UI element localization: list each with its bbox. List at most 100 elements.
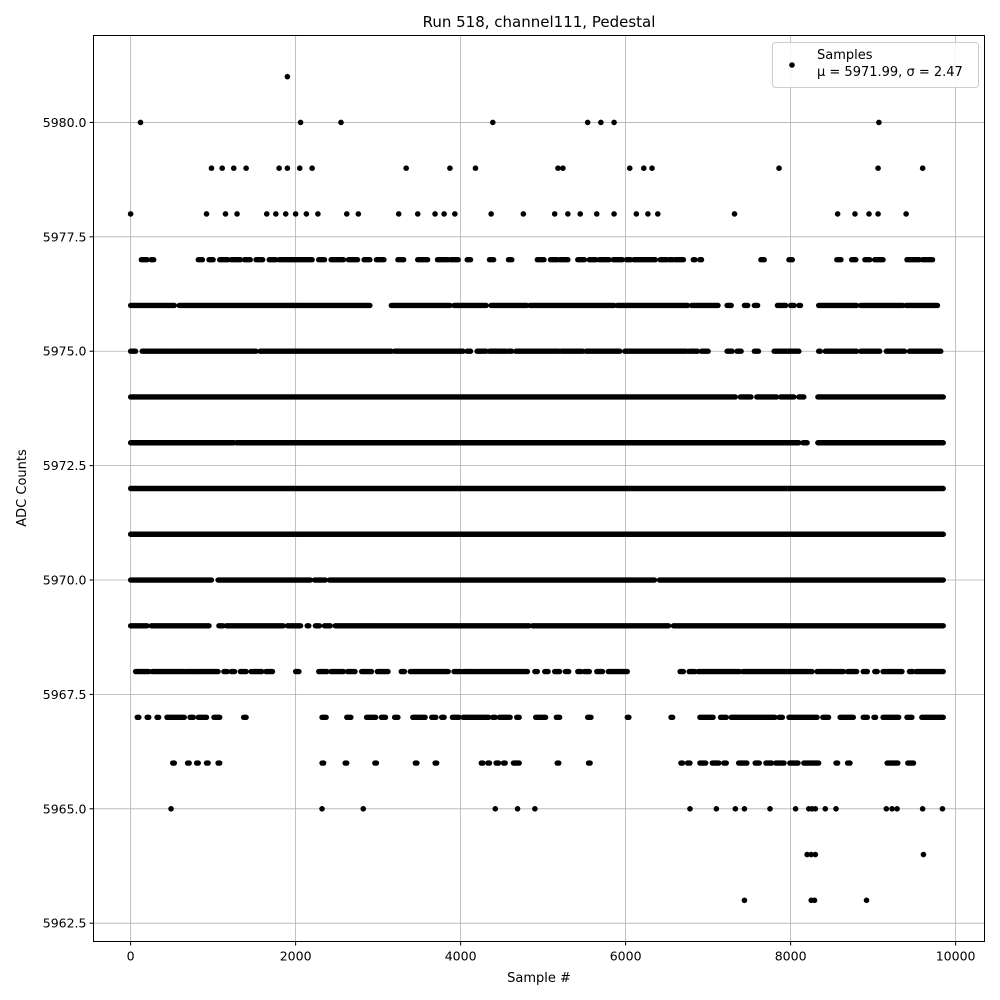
x-tick-label: 2000 xyxy=(280,949,312,964)
data-point xyxy=(808,851,815,858)
y-tick-label: 5962.5 xyxy=(43,916,87,931)
data-point xyxy=(343,211,350,217)
data-point xyxy=(243,165,249,171)
data-point xyxy=(713,806,720,812)
data-point xyxy=(822,806,829,812)
data-point xyxy=(741,806,748,812)
y-tick-label: 5975.0 xyxy=(43,344,87,359)
data-point xyxy=(355,211,362,217)
x-tick-label: 0 xyxy=(127,949,135,964)
y-tick-label: 5970.0 xyxy=(43,573,87,588)
data-point xyxy=(273,211,279,217)
data-point xyxy=(560,165,566,171)
x-axis-label: Sample # xyxy=(507,971,571,986)
data-point xyxy=(833,806,839,812)
data-point xyxy=(903,211,909,217)
data-point xyxy=(812,851,819,858)
data-point xyxy=(919,806,926,812)
data-point xyxy=(315,211,321,217)
data-point xyxy=(593,211,600,217)
plot-frame xyxy=(93,35,985,942)
data-point xyxy=(219,165,225,171)
data-point xyxy=(598,119,604,126)
y-tick-label: 5980.0 xyxy=(43,115,87,130)
data-point xyxy=(395,211,402,217)
data-point xyxy=(338,119,344,126)
data-point xyxy=(137,119,144,126)
legend-stats: μ = 5971.99, σ = 2.47 xyxy=(817,65,963,80)
data-point xyxy=(309,165,315,171)
data-point xyxy=(611,211,617,217)
data-point xyxy=(441,211,447,217)
data-point xyxy=(263,211,270,217)
legend-marker xyxy=(789,62,795,68)
data-point xyxy=(520,211,527,217)
data-point xyxy=(452,211,458,217)
data-point xyxy=(804,851,810,858)
data-point xyxy=(492,806,499,812)
data-point xyxy=(649,165,655,171)
data-points xyxy=(127,73,946,904)
data-point xyxy=(741,897,748,904)
y-axis: 5962.5 5965.0 5967.5 5970.0 5972.5 5975.0 5977… xyxy=(43,115,94,931)
data-point xyxy=(230,165,237,171)
data-point xyxy=(234,211,240,217)
data-point xyxy=(852,211,858,217)
data-point xyxy=(655,211,661,217)
data-point xyxy=(883,806,890,812)
data-point xyxy=(532,806,538,812)
x-tick-label: 10000 xyxy=(936,949,976,964)
data-point xyxy=(732,806,739,812)
data-point xyxy=(626,165,633,171)
data-point xyxy=(551,211,558,217)
data-point xyxy=(812,806,819,812)
legend: Samples μ = 5971.99, σ = 2.47 xyxy=(772,42,979,88)
data-point xyxy=(208,165,215,171)
legend-series-name: Samples xyxy=(817,48,873,63)
data-point xyxy=(360,806,367,812)
data-point xyxy=(919,165,926,171)
data-point xyxy=(640,165,647,171)
data-point xyxy=(834,211,841,217)
chart-title: Run 518, channel111, Pedestal xyxy=(423,13,656,31)
data-point xyxy=(866,211,872,217)
data-point xyxy=(488,211,494,217)
data-point xyxy=(447,165,453,171)
data-point xyxy=(403,165,409,171)
data-point xyxy=(490,119,496,126)
data-point xyxy=(645,211,651,217)
data-point xyxy=(472,165,479,171)
data-point xyxy=(514,806,521,812)
y-axis-label: ADC Counts xyxy=(15,449,30,527)
data-point xyxy=(284,165,291,171)
data-point xyxy=(577,211,584,217)
data-point xyxy=(876,119,882,126)
data-point xyxy=(414,211,421,217)
data-point xyxy=(222,211,229,217)
data-point xyxy=(889,806,895,812)
data-point xyxy=(939,806,946,812)
y-tick-label: 5972.5 xyxy=(43,458,87,473)
data-point xyxy=(168,806,174,812)
data-point xyxy=(863,897,870,904)
data-point xyxy=(292,211,299,217)
x-axis: 0 2000 4000 6000 8000 10000 xyxy=(127,941,976,964)
data-point xyxy=(633,211,640,217)
data-point xyxy=(584,119,591,126)
data-point xyxy=(811,897,818,904)
data-point xyxy=(284,73,291,80)
data-point xyxy=(319,806,325,812)
legend-box xyxy=(772,42,979,88)
data-point xyxy=(127,211,134,217)
x-tick-label: 4000 xyxy=(445,949,477,964)
data-point xyxy=(203,211,210,217)
y-tick-label: 5977.5 xyxy=(43,229,87,244)
data-point xyxy=(731,211,738,217)
data-point xyxy=(282,211,289,217)
y-tick-label: 5967.5 xyxy=(43,687,87,702)
data-point xyxy=(297,119,304,126)
data-point xyxy=(565,211,571,217)
data-point xyxy=(767,806,773,812)
data-point xyxy=(432,211,438,217)
